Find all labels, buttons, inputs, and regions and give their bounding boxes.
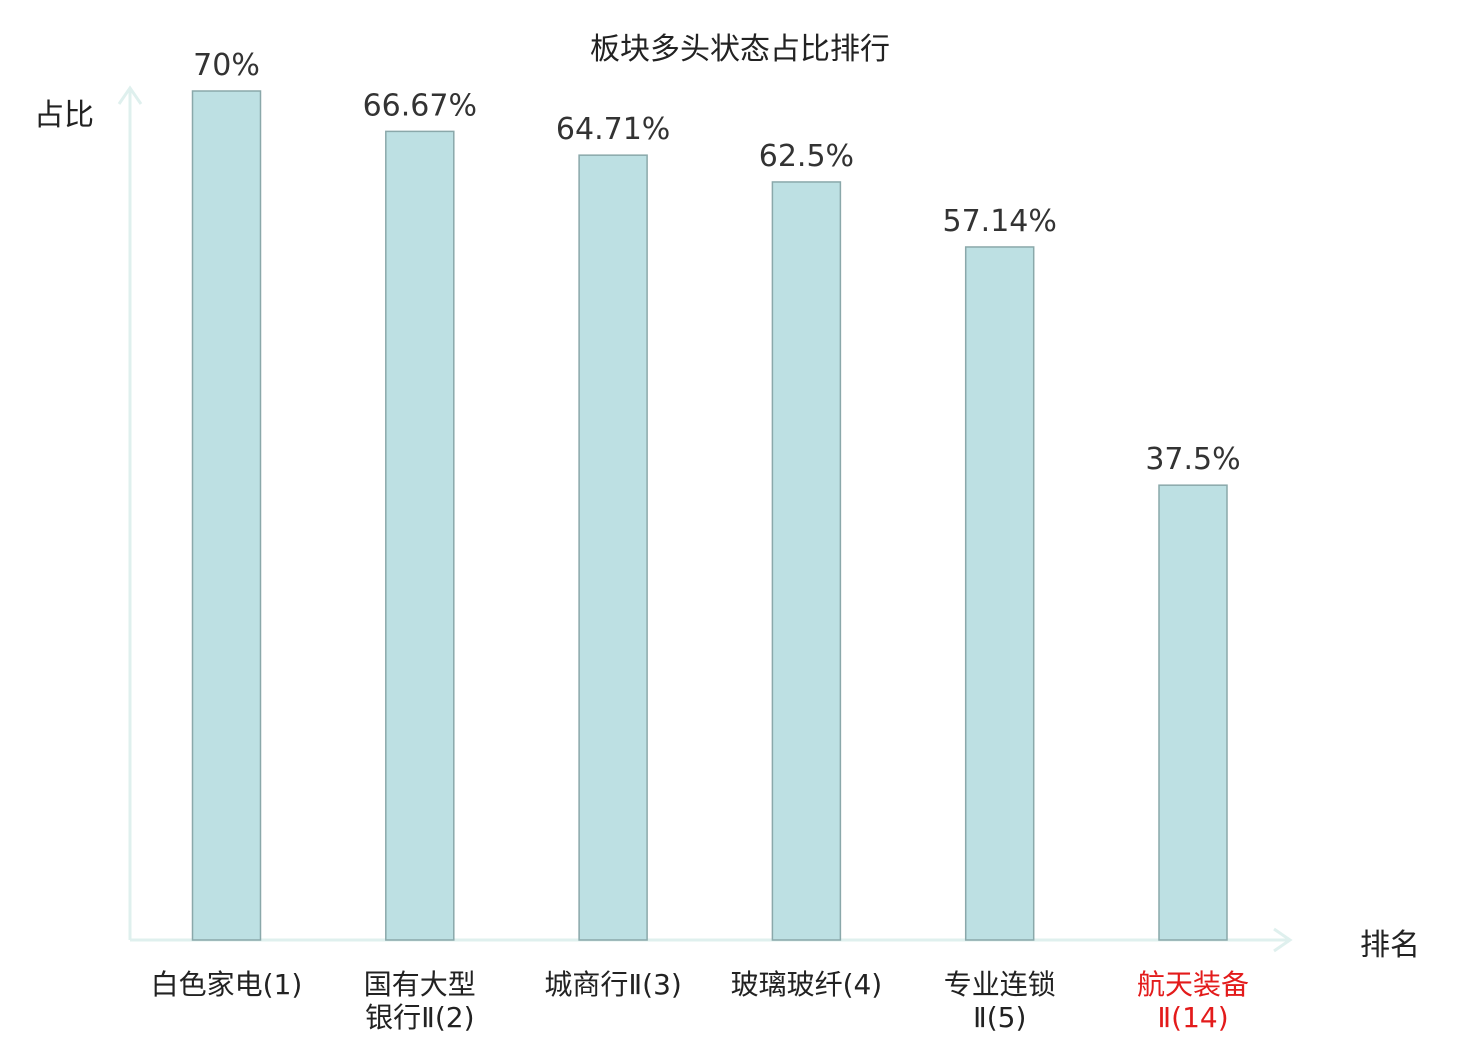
x-axis-label: 排名	[1360, 928, 1420, 963]
bar	[385, 130, 455, 941]
category-label: 白色家电(1)	[151, 968, 303, 1001]
bar	[1158, 484, 1228, 941]
category-label: 城商行Ⅱ(3)	[544, 968, 681, 1001]
data-label: 57.14%	[943, 204, 1057, 239]
y-axis-label: 占比	[34, 98, 94, 133]
category-label: Ⅱ(14)	[1157, 1001, 1228, 1034]
chart-title: 板块多头状态占比排行	[590, 32, 890, 67]
category-label: 玻璃玻纤(4)	[731, 968, 883, 1001]
bar	[578, 154, 648, 941]
x-axis-arrow	[1273, 927, 1293, 953]
y-axis-arrow	[117, 85, 143, 105]
category-label: Ⅱ(5)	[973, 1001, 1026, 1034]
bar	[771, 181, 842, 941]
data-label: 66.67%	[363, 88, 477, 123]
category-label: 银行Ⅱ(2)	[365, 1001, 474, 1034]
data-label: 64.71%	[556, 112, 670, 147]
data-label: 37.5%	[1145, 442, 1240, 477]
bar	[191, 90, 262, 941]
category-label: 专业连锁	[944, 968, 1056, 1001]
bar	[964, 246, 1035, 941]
category-label: 航天装备	[1137, 968, 1249, 1001]
data-label: 62.5%	[759, 139, 854, 174]
category-label: 国有大型	[364, 968, 476, 1001]
data-label: 70%	[193, 48, 260, 83]
